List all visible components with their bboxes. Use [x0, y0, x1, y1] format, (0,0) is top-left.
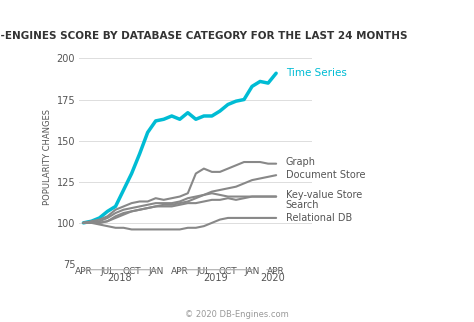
Text: © 2020 DB-Engines.com: © 2020 DB-Engines.com	[185, 310, 289, 319]
Text: 2018: 2018	[107, 273, 132, 283]
Text: Key-value Store: Key-value Store	[286, 190, 362, 200]
Title: DB-ENGINES SCORE BY DATABASE CATEGORY FOR THE LAST 24 MONTHS: DB-ENGINES SCORE BY DATABASE CATEGORY FO…	[0, 31, 408, 41]
Y-axis label: POPULARITY CHANGES: POPULARITY CHANGES	[44, 109, 53, 205]
Text: 2019: 2019	[204, 273, 228, 283]
Text: Time Series: Time Series	[286, 68, 346, 78]
Text: Document Store: Document Store	[286, 170, 365, 180]
Text: Relational DB: Relational DB	[286, 213, 352, 223]
Text: Graph: Graph	[286, 157, 316, 167]
Text: 2020: 2020	[260, 273, 284, 283]
Text: Search: Search	[286, 200, 319, 210]
